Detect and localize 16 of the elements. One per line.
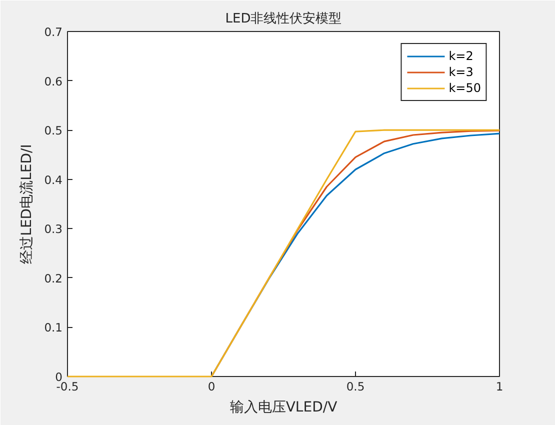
chart-title: LED非线性伏安模型 (225, 10, 342, 26)
x-tick-label: 1 (496, 380, 504, 394)
x-axis-title: 输入电压VLED/V (230, 400, 338, 416)
legend-label: k=50 (448, 81, 481, 95)
y-tick-label: 0.1 (44, 320, 63, 335)
legend-label: k=3 (448, 65, 474, 79)
x-tick-label: 0.5 (346, 380, 365, 394)
y-tick-label: 0.3 (44, 222, 63, 236)
y-tick-label: 0.6 (44, 74, 63, 88)
y-tick-label: 0.4 (44, 172, 63, 187)
x-tick-label: 0 (208, 380, 216, 394)
y-tick-label: 0.7 (44, 25, 63, 39)
y-tick-label: 0.5 (44, 124, 63, 138)
y-axis-title: 经过LED电流LED/I (19, 144, 36, 264)
legend-label: k=2 (448, 49, 474, 63)
y-tick-label: 0.2 (44, 271, 63, 286)
